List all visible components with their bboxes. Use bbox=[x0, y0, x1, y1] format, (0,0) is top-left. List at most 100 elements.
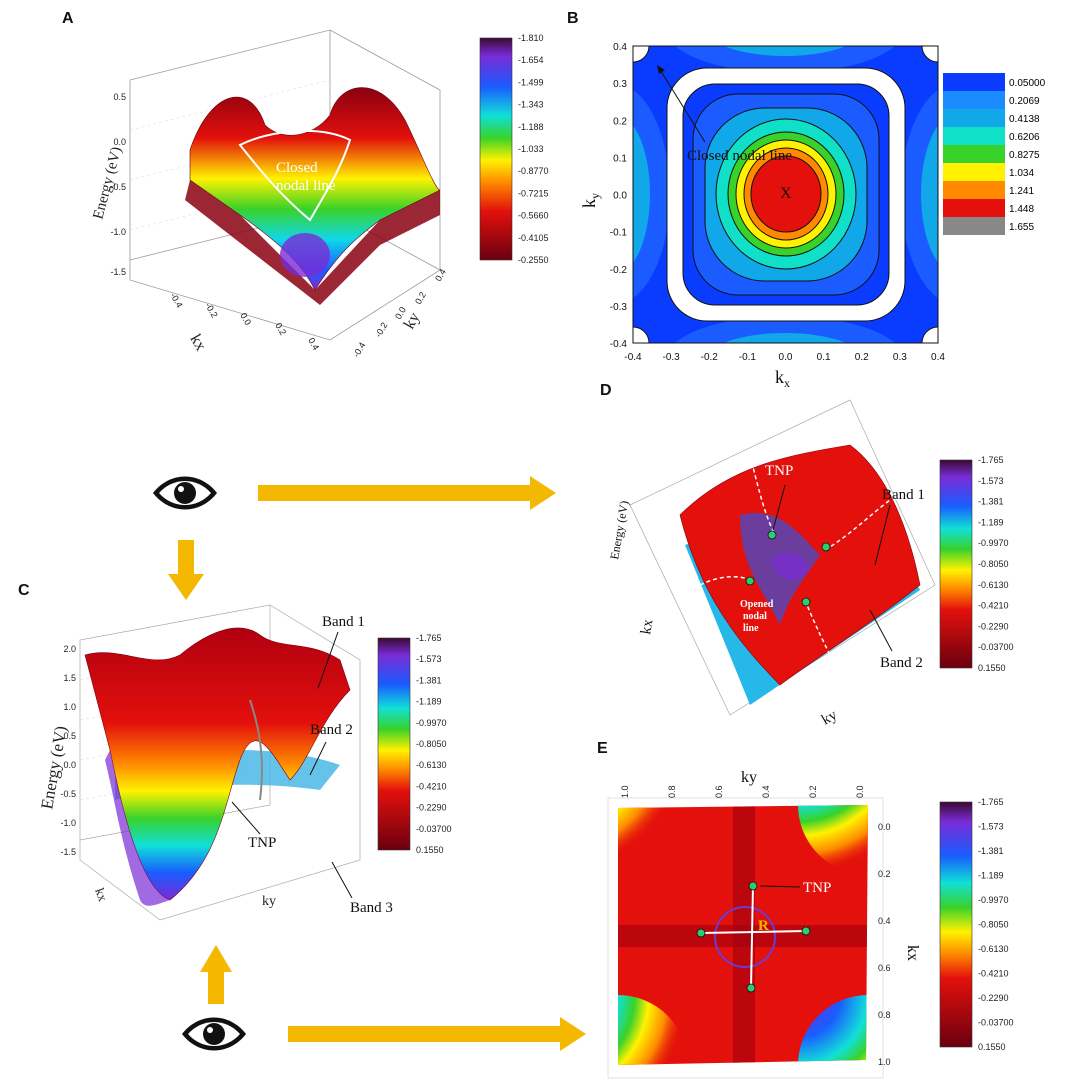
panel-a-xlabel: kx bbox=[187, 332, 210, 354]
panel-a-kxtick: -0.2 bbox=[203, 301, 219, 319]
panel-a-annotation-l1: Closed bbox=[276, 160, 318, 176]
panel-b-legend-label: 0.6206 bbox=[1009, 132, 1040, 143]
panel-a-colorbar-tick: -1.343 bbox=[518, 100, 544, 110]
panel-c-colorbar-tick: -1.765 bbox=[416, 633, 442, 643]
panel-e-top-tick: 0.8 bbox=[667, 785, 677, 798]
panel-a-colorbar-tick: -0.7215 bbox=[518, 188, 549, 198]
panel-a-ztick: -1.0 bbox=[110, 227, 126, 237]
panel-a-colorbar-tick: -1.810 bbox=[518, 33, 544, 43]
panel-b-legend-swatch bbox=[943, 145, 1005, 163]
panel-d-ylabel: ky bbox=[819, 707, 840, 729]
panel-d-opened-l2: nodal bbox=[743, 611, 767, 622]
panel-e-tnp: TNP bbox=[803, 880, 831, 896]
arrow-down-icon bbox=[168, 540, 204, 600]
panel-a-colorbar bbox=[479, 37, 513, 261]
panel-e-right-tick: 0.6 bbox=[878, 963, 891, 973]
panel-d-opened-l3: line bbox=[743, 623, 759, 634]
panel-a-colorbar-tick: -1.188 bbox=[518, 122, 544, 132]
panel-e-top-label: ky bbox=[741, 769, 757, 786]
panel-c-ztick: -1.5 bbox=[60, 847, 76, 857]
panel-b-legend-label: 0.2069 bbox=[1009, 96, 1040, 107]
panel-e-colorbar-tick: -0.6130 bbox=[978, 944, 1009, 954]
panel-c-band1: Band 1 bbox=[322, 614, 365, 630]
panel-b-contour-plot: X Closed nodal line -0.4 -0.3 -0.2 -0.1 0.0 0… bbox=[579, 42, 1046, 390]
panel-d-colorbar-tick: -0.8050 bbox=[978, 559, 1009, 569]
panel-c-ztick: 1.5 bbox=[63, 673, 76, 683]
panel-b-legend-swatch bbox=[943, 199, 1005, 217]
panel-b-legend-swatch bbox=[943, 217, 1005, 235]
panel-e-colorbar-tick: -1.765 bbox=[978, 797, 1004, 807]
panel-a-ztick: 0.0 bbox=[113, 137, 126, 147]
panel-a-ylabel: ky bbox=[401, 310, 424, 332]
panel-d-tnp: TNP bbox=[765, 463, 793, 479]
panel-a-annotation-l2: nodal line bbox=[276, 178, 336, 194]
panel-e-colorbar-tick: 0.1550 bbox=[978, 1042, 1006, 1052]
eye-icon bbox=[153, 476, 217, 510]
panel-b-ytick: -0.3 bbox=[610, 302, 628, 313]
panel-b-legend-label: 1.655 bbox=[1009, 222, 1034, 233]
panel-b-legend-swatch bbox=[943, 73, 1005, 91]
eye-icon bbox=[182, 1017, 246, 1051]
panel-b-xtick: -0.1 bbox=[739, 352, 757, 363]
panel-d-colorbar-tick: -0.9970 bbox=[978, 538, 1009, 548]
panel-c-colorbar-tick: -0.9970 bbox=[416, 718, 447, 728]
panel-b-annotation-arrow bbox=[658, 67, 706, 143]
panel-b-xtick: 0.2 bbox=[855, 352, 869, 363]
panel-b-ytick: -0.4 bbox=[610, 339, 628, 350]
panel-d-xlabel: kx bbox=[638, 618, 656, 636]
panel-d-surface-plot: TNP Opened nodal line Band 1 Band 2 Ener… bbox=[607, 399, 1014, 729]
panel-c-colorbar-tick: 0.1550 bbox=[416, 845, 444, 855]
panel-a-colorbar-tick: -1.654 bbox=[518, 55, 544, 65]
panel-d-zlabel: Energy (eV) bbox=[607, 500, 631, 561]
panel-c-ztick: 0.5 bbox=[63, 731, 76, 741]
panel-e-right-tick: 0.4 bbox=[878, 916, 891, 926]
panel-b-legend-label: 1.448 bbox=[1009, 204, 1034, 215]
panel-b-legend-swatch bbox=[943, 109, 1005, 127]
panel-a-colorbar-tick: -0.2550 bbox=[518, 255, 549, 265]
panel-b-xtick: -0.3 bbox=[663, 352, 681, 363]
panel-b-xlabel: kx bbox=[775, 367, 790, 390]
panel-c-ztick: -1.0 bbox=[60, 818, 76, 828]
panel-c-label: C bbox=[18, 582, 30, 599]
panel-b-legend-label: 0.05000 bbox=[1009, 78, 1046, 89]
panel-a-label: A bbox=[62, 10, 74, 27]
panel-a-surface bbox=[189, 87, 441, 291]
panel-e-right-tick: 0.8 bbox=[878, 1010, 891, 1020]
panel-a-kytick: -0.4 bbox=[351, 341, 367, 359]
panel-e-top-tick: 1.0 bbox=[620, 785, 630, 798]
panel-a-kxtick: 0.4 bbox=[306, 336, 321, 352]
panel-e-surface-plot: R TNP 1.0 0.8 0.6 0.4 0.2 0.0 ky 0.0 0.2 0.4 0.6… bbox=[607, 769, 1014, 1079]
panel-a-colorbar-tick: -1.499 bbox=[518, 77, 544, 87]
panel-d-colorbar-tick: -1.381 bbox=[978, 497, 1004, 507]
panel-b-ytick: 0.2 bbox=[613, 116, 627, 127]
panel-b-xtick: -0.2 bbox=[701, 352, 719, 363]
arrow-up-icon bbox=[200, 945, 232, 1004]
panel-a-kytick: 0.2 bbox=[413, 290, 428, 306]
panel-d-colorbar-tick: -0.03700 bbox=[978, 642, 1014, 652]
panel-d-band2: Band 2 bbox=[880, 655, 923, 671]
panel-e-colorbar-tick: -0.4210 bbox=[978, 969, 1009, 979]
panel-a-colorbar-tick: -0.4105 bbox=[518, 233, 549, 243]
panel-b-ytick: -0.2 bbox=[610, 265, 628, 276]
panel-b-ytick: 0.4 bbox=[613, 42, 627, 53]
panel-d-colorbar-tick: -1.765 bbox=[978, 455, 1004, 465]
panel-b-legend-swatch bbox=[943, 181, 1005, 199]
panel-b-ylabel: ky bbox=[579, 193, 602, 208]
panel-d-colorbar-tick: -1.573 bbox=[978, 476, 1004, 486]
panel-b-legend-label: 1.034 bbox=[1009, 168, 1034, 179]
panel-b-legend-label: 1.241 bbox=[1009, 186, 1034, 197]
panel-e-top-tick: 0.4 bbox=[761, 785, 771, 798]
panel-b-xtick: 0.4 bbox=[931, 352, 945, 363]
panel-c-colorbar bbox=[377, 637, 411, 851]
panel-e-colorbar-tick: -1.381 bbox=[978, 846, 1004, 856]
panel-b-legend: 0.05000 0.2069 0.4138 0.6206 0.8275 1.034 1.24… bbox=[943, 73, 1046, 235]
panel-c-ztick: 0.0 bbox=[63, 760, 76, 770]
panel-c-colorbar-tick: -0.6130 bbox=[416, 760, 447, 770]
panel-e-colorbar-tick: -0.2290 bbox=[978, 993, 1009, 1003]
panel-e-right-tick: 0.2 bbox=[878, 869, 891, 879]
panel-d-label: D bbox=[600, 382, 612, 399]
panel-b-annotation: Closed nodal line bbox=[687, 148, 792, 164]
arrow-right-icon bbox=[258, 476, 556, 510]
panel-a-ztick: 0.5 bbox=[113, 92, 126, 102]
panel-e-colorbar-tick: -0.03700 bbox=[978, 1018, 1014, 1028]
